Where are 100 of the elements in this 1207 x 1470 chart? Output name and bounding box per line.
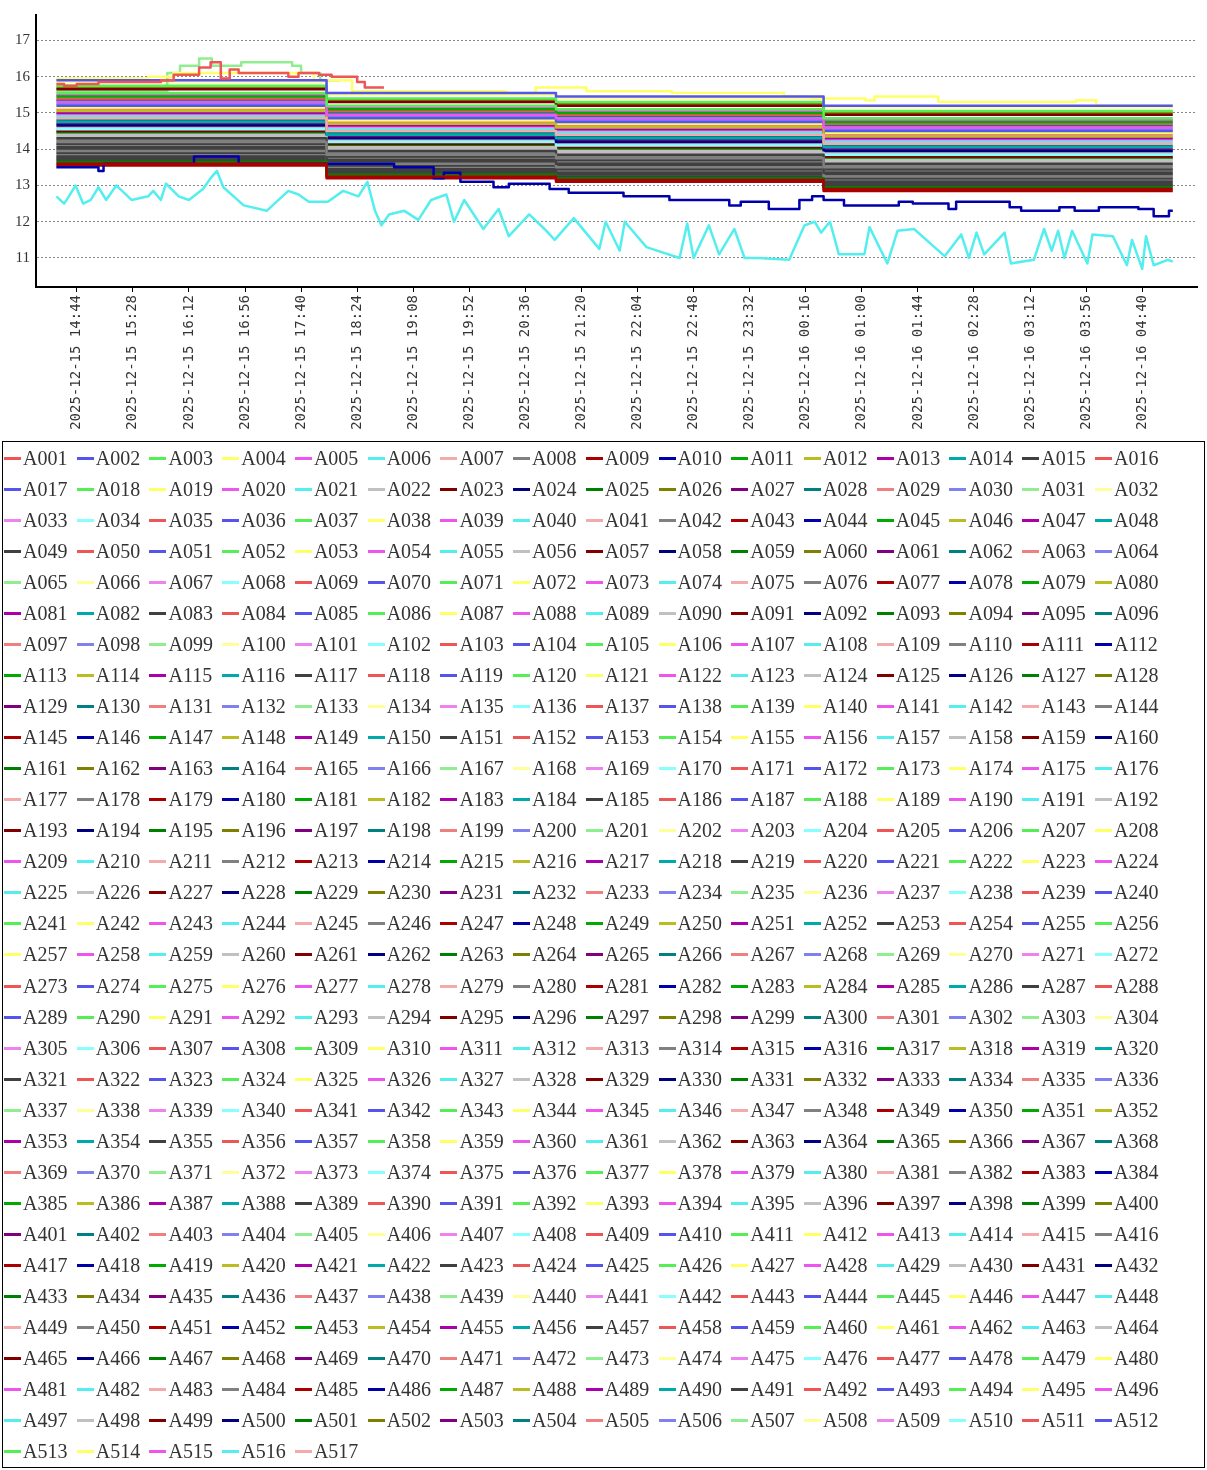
x-tick-label: 2025-12-15 18:24 [347, 295, 364, 430]
legend-label: A498 [95, 1409, 141, 1433]
legend-label: A433 [23, 1285, 68, 1309]
y-tick-label: 14 [15, 140, 31, 157]
legend-label: A200 [532, 819, 577, 843]
legend-label: A132 [241, 694, 286, 718]
legend-label: A224 [1113, 850, 1159, 874]
legend-label: A467 [168, 1347, 213, 1371]
legend-label: A508 [823, 1409, 868, 1433]
legend-label: A114 [95, 663, 140, 687]
legend-label: A083 [168, 601, 213, 625]
legend-label: A349 [895, 1098, 941, 1122]
legend-label: A188 [823, 788, 868, 812]
legend-label: A253 [895, 912, 941, 936]
legend-label: A251 [750, 912, 795, 936]
legend-label: A022 [386, 477, 432, 501]
legend-label: A318 [968, 1036, 1013, 1060]
legend-label: A486 [386, 1378, 432, 1402]
legend-label: A122 [677, 663, 723, 687]
legend-label: A290 [95, 1005, 141, 1029]
legend-label: A068 [241, 570, 286, 594]
legend-label: A462 [968, 1316, 1013, 1340]
legend-label: A052 [241, 539, 286, 563]
legend-label: A093 [895, 601, 941, 625]
legend-label: A284 [823, 974, 868, 998]
legend-label: A471 [459, 1347, 504, 1371]
legend-label: A242 [95, 912, 141, 936]
legend-label: A468 [241, 1347, 286, 1371]
legend-label: A128 [1113, 663, 1159, 687]
x-tick-label: 2025-12-15 16:12 [179, 295, 196, 430]
legend-label: A390 [386, 1191, 432, 1215]
legend-label: A315 [750, 1036, 795, 1060]
legend-label: A342 [386, 1098, 432, 1122]
legend-label: A073 [604, 570, 650, 594]
legend-label: A445 [895, 1285, 941, 1309]
legend-label: A345 [604, 1098, 650, 1122]
legend-label: A491 [750, 1378, 795, 1402]
legend-label: A019 [168, 477, 213, 501]
legend-label: A136 [532, 694, 577, 718]
legend-label: A067 [168, 570, 213, 594]
legend-label: A444 [823, 1285, 868, 1309]
legend-label: A377 [604, 1160, 650, 1184]
legend-label: A218 [677, 850, 723, 874]
legend-label: A379 [750, 1160, 795, 1184]
legend-label: A042 [677, 508, 723, 532]
legend-label: A375 [459, 1160, 504, 1184]
legend-label: A080 [1113, 570, 1159, 594]
legend-label: A272 [1113, 943, 1159, 967]
legend-label: A476 [823, 1347, 868, 1371]
legend-label: A174 [968, 757, 1013, 781]
legend-label: A483 [168, 1378, 213, 1402]
legend-label: A436 [241, 1285, 286, 1309]
legend-label: A235 [750, 881, 795, 905]
legend-label: A117 [313, 663, 358, 687]
legend-label: A064 [1113, 539, 1159, 563]
legend-label: A452 [241, 1316, 286, 1340]
legend-label: A442 [677, 1285, 723, 1309]
legend-label: A029 [895, 477, 941, 501]
legend-label: A270 [968, 943, 1013, 967]
legend-label: A337 [23, 1098, 68, 1122]
legend-label: A150 [386, 726, 432, 750]
legend-label: A113 [23, 663, 67, 687]
legend-label: A402 [95, 1223, 141, 1246]
legend-label: A501 [313, 1409, 359, 1433]
x-tick-label: 2025-12-15 21:20 [572, 295, 589, 430]
legend-label: A416 [1113, 1223, 1159, 1246]
legend-label: A404 [241, 1223, 286, 1246]
legend-label: A378 [677, 1160, 723, 1184]
legend-label: A259 [168, 943, 213, 967]
legend-label: A143 [1041, 694, 1086, 718]
legend-label: A297 [604, 1005, 650, 1029]
legend-label: A351 [1041, 1098, 1086, 1122]
legend-label: A010 [677, 446, 723, 470]
legend-label: A485 [313, 1378, 359, 1402]
x-tick-label: 2025-12-16 04:40 [1132, 295, 1149, 430]
legend-label: A374 [386, 1160, 432, 1184]
legend-label: A159 [1041, 726, 1086, 750]
x-tick-label: 2025-12-16 01:44 [908, 295, 925, 430]
legend-label: A105 [604, 632, 650, 656]
legend-label: A101 [313, 632, 359, 656]
legend-label: A203 [750, 819, 795, 843]
legend-label: A322 [95, 1067, 141, 1091]
legend-label: A415 [1041, 1223, 1086, 1246]
legend-label: A324 [241, 1067, 286, 1091]
legend-label: A381 [895, 1160, 941, 1184]
legend-label: A321 [23, 1067, 68, 1091]
legend-label: A366 [968, 1129, 1013, 1153]
legend-label: A305 [23, 1036, 68, 1060]
legend-label: A407 [459, 1223, 504, 1246]
legend-label: A152 [532, 726, 577, 750]
legend-label: A427 [750, 1254, 795, 1278]
legend-label: A060 [823, 539, 868, 563]
legend-label: A310 [386, 1036, 432, 1060]
legend-label: A053 [313, 539, 359, 563]
legend-label: A502 [386, 1409, 432, 1433]
legend-label: A090 [677, 601, 723, 625]
legend-label: A169 [604, 757, 650, 781]
legend-label: A482 [95, 1378, 141, 1402]
legend-label: A326 [386, 1067, 432, 1091]
legend-label: A002 [95, 446, 141, 470]
